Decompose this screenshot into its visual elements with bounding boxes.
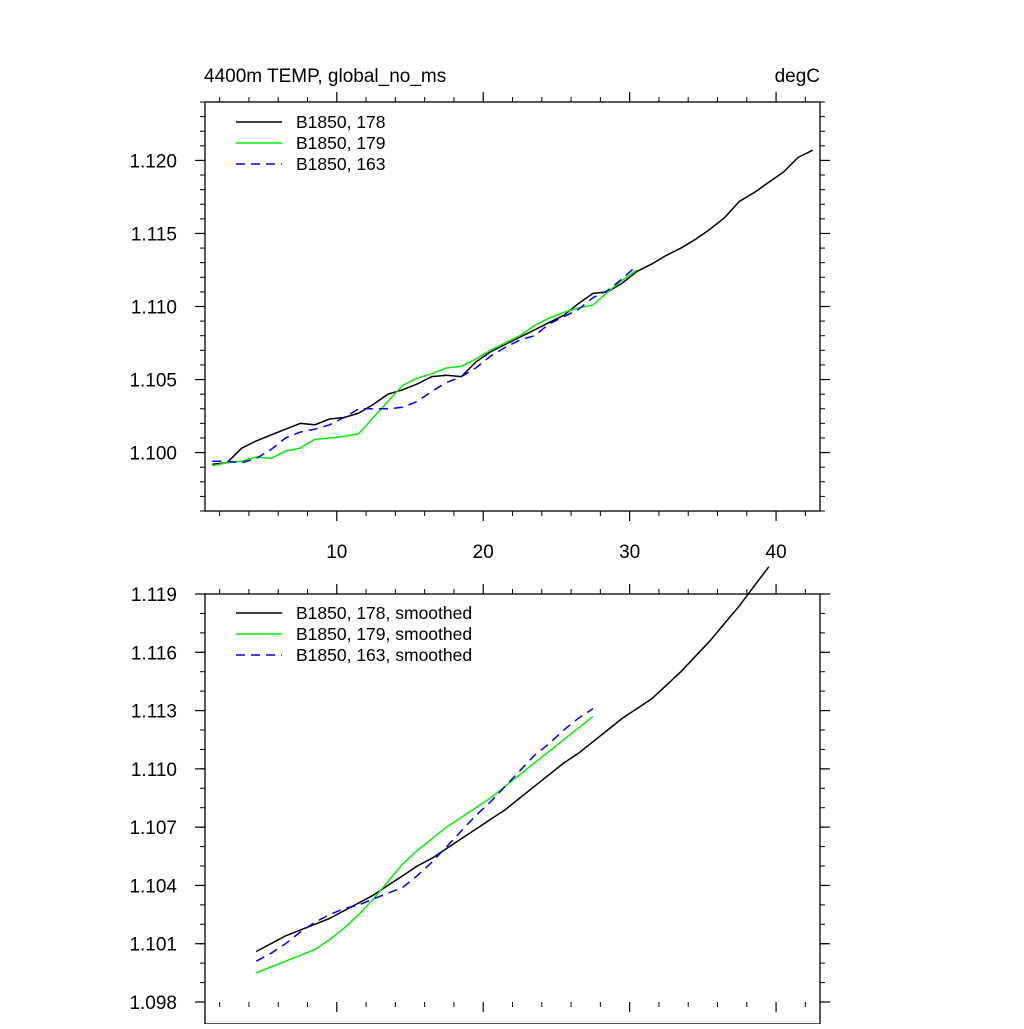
y-tick-label: 1.116	[131, 643, 177, 664]
legend-entry: B1850, 178	[296, 112, 386, 132]
bottom-series-lines	[255, 566, 770, 974]
y-tick-label: 1.119	[131, 585, 177, 606]
bottom-axis-ticks: 1.098 1.101 1.104 1.107 1.110 1.113 1.116 1.119	[129, 584, 830, 1014]
legend-entry: B1850, 179, smoothed	[296, 624, 472, 644]
legend-entry: B1850, 179	[296, 133, 386, 153]
top-chart-units: degC	[775, 66, 820, 87]
y-tick-label: 1.113	[131, 702, 177, 723]
series-line	[256, 715, 594, 974]
top-series-lines	[212, 149, 814, 467]
series-line	[255, 707, 594, 962]
y-tick-label: 1.101	[129, 935, 177, 956]
legend-entry: B1850, 163	[296, 154, 386, 174]
x-tick-label: 20	[473, 542, 494, 563]
y-tick-label: 1.107	[129, 818, 177, 839]
bottom-legend: B1850, 178, smoothed B1850, 179, smoothe…	[236, 603, 472, 665]
y-tick-label: 1.100	[129, 444, 177, 465]
series-line	[212, 265, 638, 464]
series-line	[212, 149, 814, 466]
y-tick-label: 1.115	[131, 224, 177, 245]
x-tick-label: 10	[326, 542, 347, 563]
x-tick-label: 30	[619, 542, 640, 563]
legend-entry: B1850, 163, smoothed	[296, 645, 472, 665]
y-tick-label: 1.105	[129, 371, 177, 392]
y-tick-label: 1.110	[131, 298, 177, 319]
legend-entry: B1850, 178, smoothed	[296, 603, 472, 623]
top-axis-ticks: 10 20 30 40 1.100 1.105 1.110 1.115 1.120	[129, 92, 830, 563]
top-plot-frame	[204, 101, 821, 512]
top-panel: 4400m TEMP, global_no_ms degC 10 20 30 40 1.…	[129, 66, 830, 563]
y-tick-label: 1.110	[131, 760, 177, 781]
series-line	[212, 269, 638, 467]
y-tick-label: 1.104	[129, 876, 177, 897]
top-chart-title: 4400m TEMP, global_no_ms	[204, 66, 446, 87]
x-tick-label: 40	[766, 542, 787, 563]
series-line	[255, 566, 770, 953]
y-tick-label: 1.098	[129, 993, 177, 1014]
bottom-panel: 1.098 1.101 1.104 1.107 1.110 1.113 1.116 1.119…	[129, 566, 830, 1025]
y-tick-label: 1.120	[129, 151, 177, 172]
top-legend: B1850, 178 B1850, 179 B1850, 163	[236, 112, 386, 174]
